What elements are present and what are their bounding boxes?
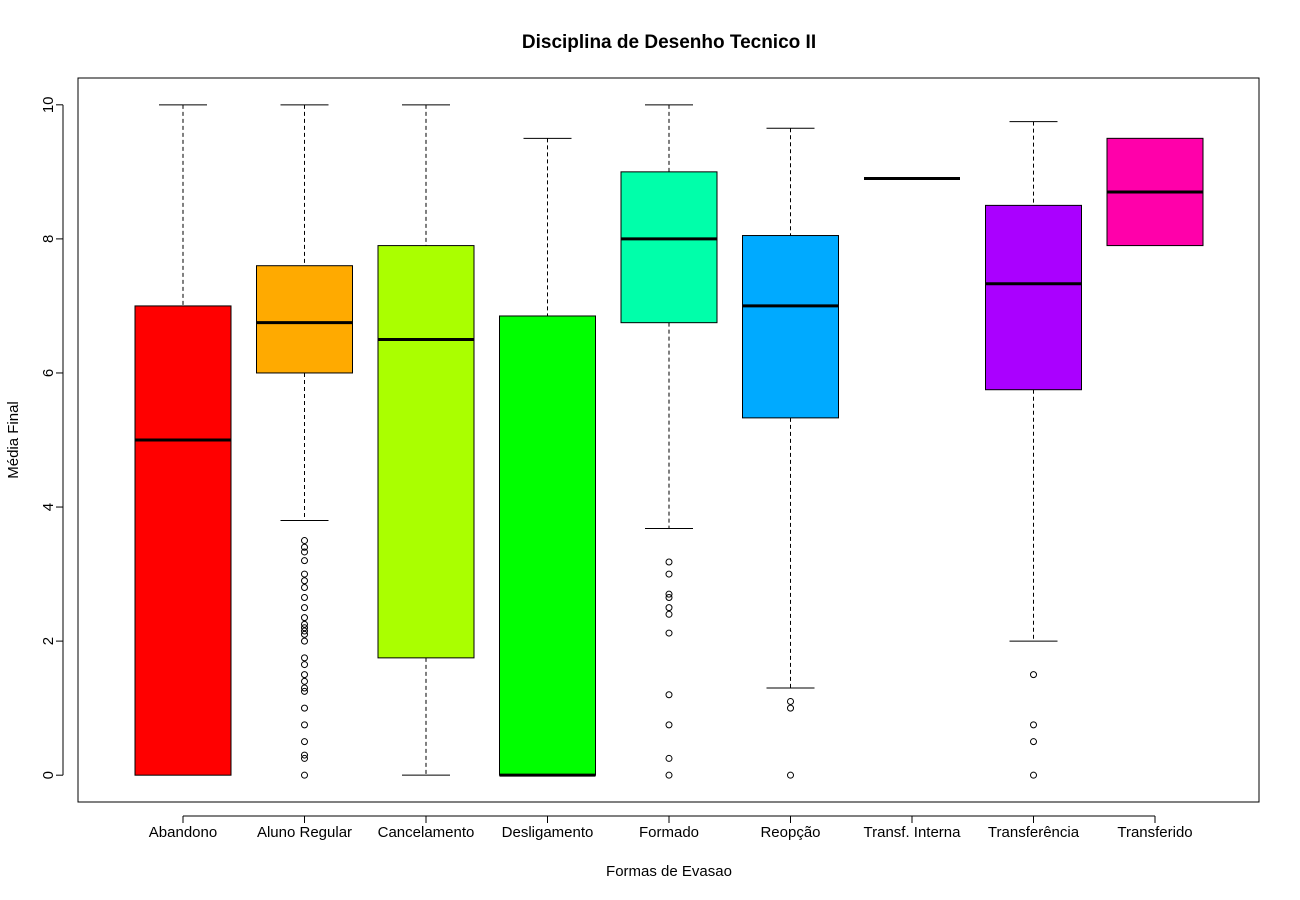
box-transfer-ncia (985, 121, 1082, 779)
y-tick-label: 8 (40, 235, 57, 243)
x-tick-label: Reopção (760, 824, 820, 841)
outlier-point (301, 721, 308, 729)
outlier-point (301, 543, 308, 551)
boxes-group (134, 104, 1204, 779)
outlier-point (787, 697, 794, 705)
outlier-point (665, 721, 673, 729)
outlier-point (665, 629, 673, 637)
iqr-box (499, 315, 596, 776)
outlier-point (787, 704, 794, 712)
x-axis-label: Formas de Evasao (606, 863, 732, 880)
outlier-point (1030, 721, 1037, 729)
outlier-point (665, 691, 673, 699)
outlier-point (301, 630, 308, 638)
outlier-point (301, 654, 308, 662)
outlier-point (301, 620, 308, 628)
x-tick-label: Transferido (1117, 824, 1192, 841)
iqr-box (985, 204, 1082, 391)
outlier-point (665, 754, 673, 762)
x-tick-label: Transf. Interna (864, 824, 962, 841)
box-reop-o (742, 127, 839, 779)
iqr-box (256, 265, 353, 374)
box-cancelamento (377, 104, 475, 776)
chart-title: Disciplina de Desenho Tecnico II (522, 32, 816, 53)
outlier-point (301, 751, 308, 759)
iqr-box (134, 305, 232, 776)
outlier-point (1030, 771, 1037, 779)
x-tick-label: Abandono (149, 824, 217, 841)
outlier-point (301, 627, 308, 635)
outlier-point (665, 604, 673, 612)
outlier-point (301, 684, 308, 692)
outlier-point (301, 557, 308, 565)
outlier-point (665, 771, 673, 779)
outlier-point (787, 771, 794, 779)
outlier-point (301, 570, 308, 578)
iqr-box (742, 235, 839, 419)
y-axis-label: Média Final (5, 401, 22, 479)
outlier-point (665, 558, 673, 566)
x-tick-label: Aluno Regular (257, 824, 352, 841)
box-transferido (1106, 137, 1204, 247)
x-axis: Abandono Aluno Regular Cancelamento Desliga… (149, 815, 1193, 841)
outlier-point (301, 661, 308, 669)
y-axis: 0 2 4 6 8 10 (40, 96, 64, 779)
x-tick-label: Formado (639, 824, 699, 841)
outlier-point (301, 594, 308, 602)
outlier-point (301, 583, 308, 591)
x-tick-label: Transferência (988, 824, 1080, 841)
outlier-point (665, 594, 673, 602)
outlier-point (301, 614, 308, 622)
outlier-point (301, 637, 308, 645)
y-tick-label: 0 (40, 771, 57, 779)
y-tick-label: 10 (40, 96, 57, 113)
plot-frame (77, 77, 1260, 803)
outlier-point (1030, 671, 1037, 679)
iqr-box (377, 245, 475, 659)
outlier-point (301, 548, 308, 556)
outlier-point (301, 687, 308, 695)
x-tick-label: Desligamento (502, 824, 594, 841)
y-tick-label: 4 (40, 503, 57, 511)
outlier-point (665, 610, 673, 618)
outlier-point (301, 771, 308, 779)
outlier-point (301, 604, 308, 612)
iqr-box (620, 171, 718, 324)
outlier-point (665, 590, 673, 598)
y-tick-label: 2 (40, 637, 57, 645)
outlier-point (665, 570, 673, 578)
outlier-point (301, 577, 308, 585)
outlier-point (301, 738, 308, 746)
outlier-point (301, 671, 308, 679)
box-formado (620, 104, 718, 779)
box-desligamento (499, 137, 596, 777)
box-aluno-regular (256, 104, 353, 779)
outlier-point (301, 677, 308, 685)
outlier-point (301, 624, 308, 632)
x-tick-label: Cancelamento (378, 824, 475, 841)
outlier-point (301, 754, 308, 762)
outlier-point (301, 704, 308, 712)
outlier-point (1030, 738, 1037, 746)
y-tick-label: 6 (40, 369, 57, 377)
box-abandono (134, 104, 232, 776)
outlier-point (301, 537, 308, 545)
